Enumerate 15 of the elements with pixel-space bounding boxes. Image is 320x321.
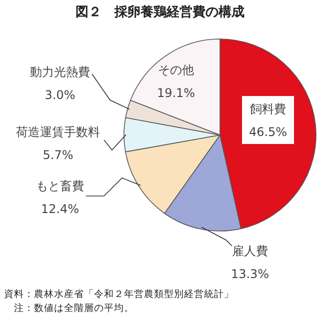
chart-title: 図２ 採卵養鶏経営費の構成 [76,4,244,20]
data-label: 46.5% [248,125,288,139]
text: 資料：農林水産省「令和２年営農類型別経営統計」 [4,288,234,300]
data-label: 5.7% [42,148,74,162]
text: 注：数値は全階層の平均。 [4,302,134,314]
slice-label: 荷造運賃手数料 [16,125,100,139]
slice-label: 飼料費 [250,102,286,116]
data-label: 12.4% [40,202,80,216]
slice-label: 動力光熱費 [30,65,90,79]
slice-label: その他 [158,63,194,77]
slice-label: もと畜費 [36,179,84,193]
data-label: 3.0% [44,88,76,102]
data-label: 19.1% [156,86,196,100]
data-label: 13.3% [230,267,270,281]
slice-label: 雇人費 [232,244,268,258]
